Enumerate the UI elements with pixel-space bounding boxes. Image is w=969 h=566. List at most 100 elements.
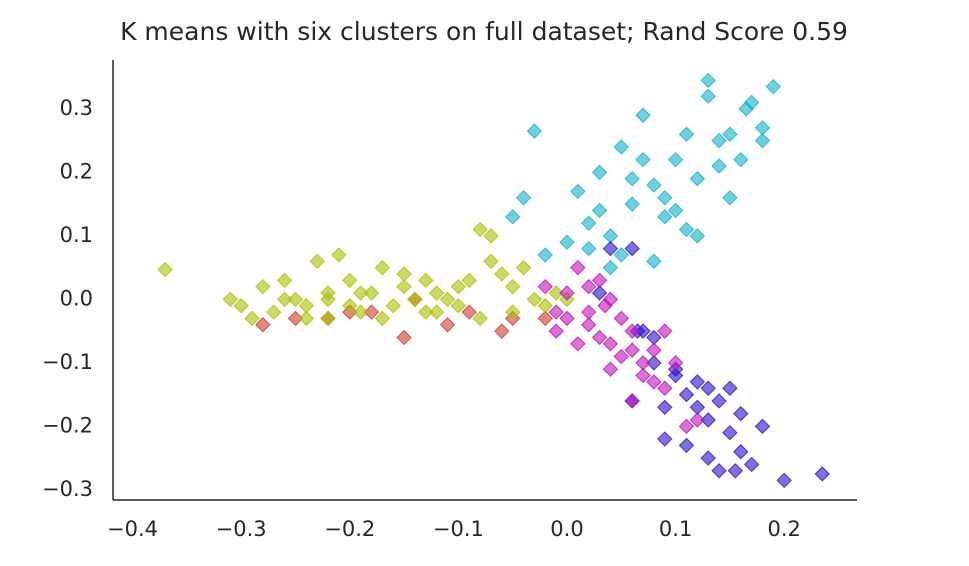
point [320,310,336,327]
point [581,278,597,295]
point [591,272,608,289]
point [461,272,477,289]
point [776,472,792,489]
point [504,278,521,295]
point [255,317,271,333]
point [548,285,564,301]
point [689,399,706,416]
point [418,272,434,289]
point [667,355,684,371]
y-tick-label: 0.3 [60,96,93,120]
point [428,304,445,320]
point [624,323,640,339]
point [504,304,521,320]
point [591,285,608,301]
point [450,298,467,314]
point [244,310,260,327]
point [537,247,553,263]
point [559,310,575,327]
x-tick-label: −0.3 [216,517,267,541]
point [722,190,738,206]
x-tick-label: 0.2 [768,517,801,541]
point [646,253,662,269]
point [635,151,651,168]
point [418,304,434,320]
point [700,88,716,104]
point [613,139,630,155]
point [678,418,695,435]
point [733,444,749,460]
point [320,291,336,308]
chart-title: K means with six clusters on full datase… [120,17,848,46]
point [548,304,564,320]
point [374,310,391,327]
point [385,298,401,314]
point [450,278,467,295]
point [581,317,597,333]
point [526,123,543,139]
point [233,298,249,314]
point [700,412,716,428]
point [559,234,575,250]
point [765,78,782,95]
point [646,374,662,390]
point [733,151,749,168]
point [678,437,695,454]
point [298,310,315,327]
point [342,298,358,314]
y-tick-label: 0.2 [60,159,93,183]
point [624,171,640,187]
point [754,418,771,435]
point [814,466,830,482]
point [657,431,673,447]
point [657,190,673,206]
point [461,304,477,320]
point [624,342,640,358]
point [428,285,445,301]
point [733,405,749,422]
point [597,298,613,314]
point [276,272,293,289]
point [559,285,575,301]
point [743,456,760,473]
point [678,126,695,142]
point [667,151,684,168]
point [613,310,630,327]
point [363,285,380,301]
point [657,399,673,416]
point [624,196,640,212]
point [287,310,304,327]
point [515,190,532,206]
x-tick-label: −0.4 [107,517,158,541]
point [483,253,499,269]
point [352,304,369,320]
point [624,393,640,409]
point [711,463,727,479]
point [407,291,423,308]
point [646,355,662,371]
point [570,183,586,200]
point [276,291,293,308]
y-tick-label: −0.1 [42,350,93,374]
x-tick-label: 0.1 [659,517,692,541]
point [331,247,347,263]
point [678,386,695,403]
x-tick-label: −0.2 [324,517,375,541]
point [635,107,651,123]
x-tick-label: 0.0 [550,517,583,541]
point [722,380,738,396]
point [722,126,738,142]
point [602,361,619,377]
point [667,202,684,219]
point [515,259,532,276]
point [754,132,771,149]
point [591,202,608,219]
point [657,323,673,339]
point [635,355,651,371]
point [537,310,553,327]
point [678,221,695,238]
point [613,247,630,263]
point [483,228,499,244]
point [342,272,358,289]
point [396,266,412,282]
